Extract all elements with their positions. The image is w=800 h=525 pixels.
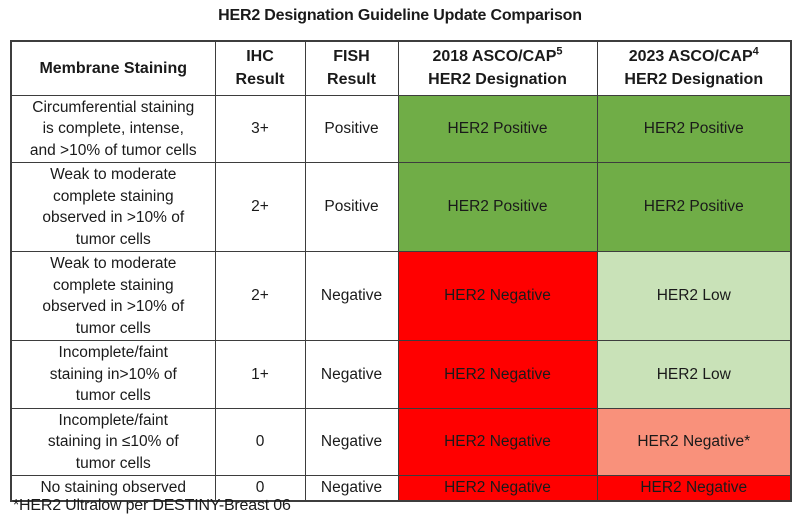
fish-result-cell: Positive [304, 94, 399, 163]
footnote: *HER2 Ultralow per DESTINY-Breast 06 [13, 497, 291, 514]
page-title: HER2 Designation Guideline Update Compar… [218, 7, 582, 24]
table-header-row: Membrane Staining IHC Result FISH Result 2018… [10, 40, 792, 96]
fish-result-cell: Negative [304, 340, 399, 409]
designation-2018-cell: HER2 Negative [397, 340, 598, 409]
membrane-staining-cell: Circumferential staining is complete, in… [10, 94, 216, 163]
designation-2023-cell: HER2 Negative [596, 475, 792, 501]
table-row: Incomplete/faint staining in>10% of tumo… [10, 340, 792, 409]
designation-2018-cell: HER2 Positive [397, 94, 598, 163]
fish-result-cell: Positive [304, 162, 399, 252]
column-header: Membrane Staining [10, 40, 216, 96]
membrane-staining-cell: Weak to moderate complete staining obser… [10, 251, 216, 341]
table-row: Weak to moderate complete staining obser… [10, 162, 792, 252]
ihc-result-cell: 0 [214, 475, 306, 501]
ihc-result-cell: 0 [214, 407, 306, 476]
column-header: FISH Result [304, 40, 399, 96]
reference-superscript: 4 [752, 45, 759, 58]
designation-2023-cell: HER2 Low [596, 340, 792, 409]
column-header: 2018 ASCO/CAP5 HER2 Designation [397, 40, 598, 96]
table-row: Weak to moderate complete staining obser… [10, 251, 792, 341]
fish-result-cell: Negative [304, 407, 399, 476]
designation-2023-cell: HER2 Positive [596, 94, 792, 163]
membrane-staining-cell: Incomplete/faint staining in ≤10% of tum… [10, 407, 216, 476]
fish-result-cell: Negative [304, 475, 399, 501]
designation-2018-cell: HER2 Positive [397, 162, 598, 252]
membrane-staining-cell: Weak to moderate complete staining obser… [10, 162, 216, 252]
table-row: No staining observed 0 Negative HER2 Negati… [10, 475, 792, 501]
ihc-result-cell: 2+ [214, 162, 306, 252]
ihc-result-cell: 3+ [214, 94, 306, 163]
comparison-table: Membrane Staining IHC Result FISH Result 2018… [10, 40, 792, 502]
column-header: IHC Result [214, 40, 306, 96]
fish-result-cell: Negative [304, 251, 399, 341]
designation-2018-cell: HER2 Negative [397, 475, 598, 501]
membrane-staining-cell: Incomplete/faint staining in>10% of tumo… [10, 340, 216, 409]
designation-2023-cell: HER2 Positive [596, 162, 792, 252]
table-body: Circumferential staining is complete, in… [10, 94, 792, 501]
membrane-staining-cell: No staining observed [10, 475, 216, 501]
reference-superscript: 5 [556, 45, 563, 58]
designation-2023-cell: HER2 Negative* [596, 407, 792, 476]
column-header: 2023 ASCO/CAP4 HER2 Designation [596, 40, 792, 96]
designation-2018-cell: HER2 Negative [397, 251, 598, 341]
designation-2023-cell: HER2 Low [596, 251, 792, 341]
table-row: Circumferential staining is complete, in… [10, 94, 792, 163]
ihc-result-cell: 1+ [214, 340, 306, 409]
designation-2018-cell: HER2 Negative [397, 407, 598, 476]
ihc-result-cell: 2+ [214, 251, 306, 341]
table-row: Incomplete/faint staining in ≤10% of tum… [10, 407, 792, 476]
